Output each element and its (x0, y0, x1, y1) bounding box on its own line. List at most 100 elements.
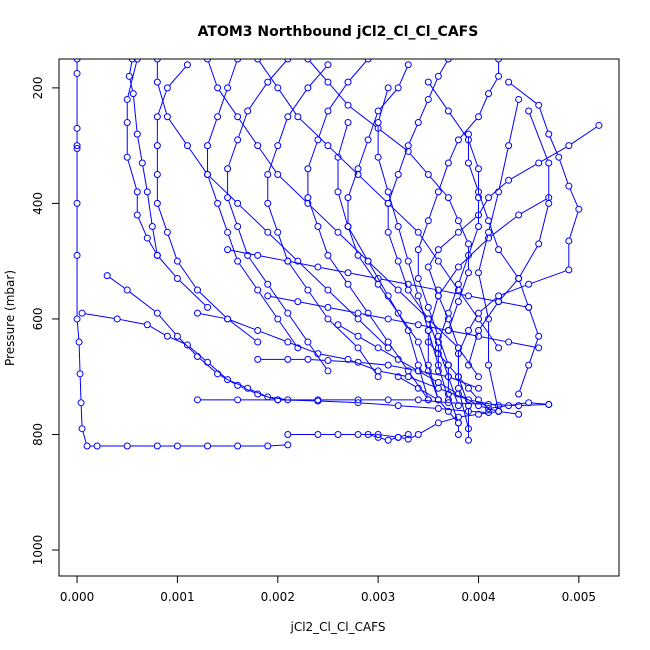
profile-segment (531, 270, 566, 284)
data-point (515, 390, 523, 398)
data-point (414, 321, 422, 329)
data-point (444, 107, 452, 115)
data-point (444, 373, 452, 381)
data-point (485, 361, 493, 369)
data-point (314, 430, 322, 438)
profile-segment (461, 395, 476, 405)
data-point (545, 194, 553, 202)
data-point (76, 370, 84, 378)
data-point (464, 292, 472, 300)
data-point (525, 303, 533, 311)
profile-segment (410, 153, 427, 173)
profile-segment (370, 263, 397, 289)
profile-segment (381, 434, 396, 438)
profile-segment (519, 246, 538, 276)
profile-series (153, 59, 392, 352)
profile-segment (428, 310, 438, 334)
data-point (464, 130, 472, 138)
data-point (344, 119, 352, 127)
profile-segment (259, 148, 277, 173)
data-point (148, 223, 156, 231)
data-point (254, 286, 262, 294)
data-point (394, 433, 402, 441)
profile-series (123, 59, 212, 311)
data-point (515, 211, 523, 219)
profile-segment (480, 401, 487, 407)
data-point (404, 257, 412, 265)
profile-segment (419, 234, 437, 259)
profile-segment (460, 216, 477, 231)
data-point (73, 142, 81, 150)
data-point (173, 257, 181, 265)
profile-segment (481, 411, 496, 415)
data-point (123, 153, 131, 161)
data-point (103, 272, 111, 280)
profile-segment (348, 229, 358, 253)
data-point (264, 199, 272, 207)
profile-segment (249, 84, 267, 109)
data-point (374, 373, 382, 381)
data-point (464, 384, 472, 392)
data-point (444, 327, 452, 334)
data-point (324, 357, 332, 365)
data-point (153, 113, 161, 121)
profile-segment (420, 389, 436, 399)
data-point (204, 442, 212, 450)
data-point (384, 396, 392, 404)
profile-segment (238, 113, 248, 137)
profile-segment (218, 90, 227, 114)
data-point (545, 400, 553, 408)
data-point (128, 59, 136, 63)
profile-segment (471, 411, 486, 413)
profile-segment (321, 400, 355, 404)
data-point (485, 194, 493, 202)
profile-segment (230, 249, 255, 256)
profile-segment (418, 298, 428, 328)
profile-segment (440, 401, 447, 410)
profile-segment (441, 417, 456, 423)
profile-segment (360, 320, 387, 346)
data-point (394, 286, 402, 294)
profile-segment (388, 177, 398, 201)
data-point (334, 430, 342, 438)
data-point (535, 332, 543, 340)
profile-segment (489, 223, 498, 247)
data-point (234, 136, 242, 144)
profile-segment (360, 337, 376, 347)
data-point (324, 61, 332, 69)
profile-segment (76, 322, 80, 339)
data-point (384, 436, 392, 444)
data-point (73, 315, 81, 323)
data-point (173, 442, 181, 450)
series-layer (73, 59, 603, 450)
data-point (224, 194, 232, 202)
profile-segment (369, 315, 387, 340)
profile-segment (318, 113, 328, 137)
data-point (384, 292, 392, 300)
profile-segment (418, 281, 428, 305)
profile-segment (129, 62, 133, 74)
profile-segment (79, 377, 82, 400)
data-point (525, 361, 533, 369)
profile-segment (481, 336, 506, 342)
profile-segment (331, 360, 355, 363)
profile-segment (460, 378, 467, 387)
profile-segment (279, 90, 297, 115)
profile-segment (168, 119, 186, 144)
profile-segment (351, 272, 375, 279)
profile-segment (460, 118, 477, 138)
profile-segment (309, 292, 327, 317)
data-point (414, 430, 422, 438)
profile-segment (439, 269, 457, 294)
profile-segment (159, 315, 176, 335)
data-point (204, 171, 212, 179)
profile-segment (230, 319, 255, 330)
profile-segment (279, 176, 306, 202)
data-point (565, 182, 573, 190)
profile-segment (361, 313, 386, 319)
data-point (214, 199, 222, 207)
profile-segment (78, 345, 81, 371)
data-point (153, 171, 161, 179)
profile-segment (179, 338, 196, 355)
profile-segment (228, 235, 238, 259)
